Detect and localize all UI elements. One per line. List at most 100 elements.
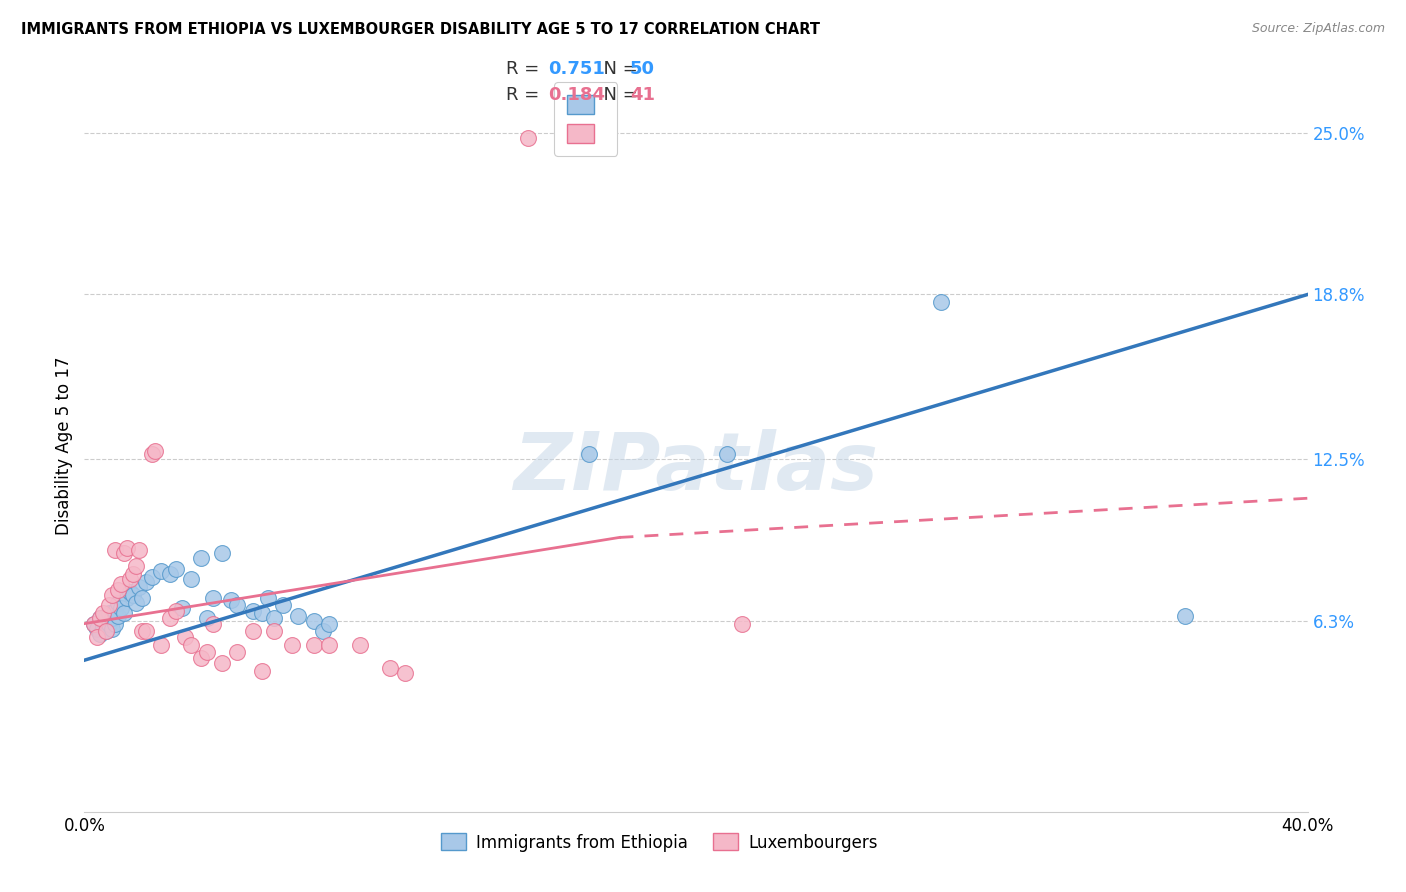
Point [165,562,187,576]
Legend: Immigrants from Ethiopia, Luxembourgers: Immigrants from Ethiopia, Luxembourgers [434,827,884,858]
Point [122,588,145,602]
Point [104,616,127,631]
Point [394,666,416,681]
Point [89,627,111,641]
Point [135,574,157,589]
Text: 0.184: 0.184 [548,87,606,104]
Point [201,616,224,631]
Point [110,601,132,615]
Point [120,572,142,586]
Point [135,624,157,639]
Point [125,596,148,610]
Point [149,638,172,652]
Point [104,543,127,558]
Text: IMMIGRANTS FROM ETHIOPIA VS LUXEMBOURGER DISABILITY AGE 5 TO 17 CORRELATION CHAR: IMMIGRANTS FROM ETHIOPIA VS LUXEMBOURGER… [21,22,820,37]
Text: 41: 41 [630,87,655,104]
Point [318,616,340,631]
Point [250,606,273,620]
Point [211,546,233,560]
Text: N =: N = [592,60,644,78]
Text: 50: 50 [630,60,655,78]
Point [94,608,117,623]
Point [107,582,129,597]
Point [83,616,105,631]
Point [312,624,335,639]
Point [89,611,111,625]
Point [516,130,538,145]
Point [107,596,129,610]
Point [104,603,127,617]
Point [115,591,138,605]
Point [112,546,135,560]
Point [578,447,600,461]
Point [219,593,242,607]
Point [287,608,309,623]
Point [165,603,187,617]
Point [302,614,325,628]
Point [318,638,340,652]
Point [195,611,218,625]
Point [180,638,202,652]
Point [242,624,264,639]
Point [302,638,325,652]
Point [201,591,224,605]
Point [149,565,172,579]
Point [731,616,754,631]
Point [122,567,145,582]
Point [143,444,166,458]
Point [1174,608,1197,623]
Point [97,606,120,620]
Text: R =: R = [506,60,546,78]
Text: ZIPatlas: ZIPatlas [513,429,879,507]
Point [250,664,273,678]
Point [83,616,105,631]
Point [929,295,952,310]
Point [101,622,124,636]
Point [107,608,129,623]
Point [101,588,124,602]
Point [263,611,285,625]
Point [125,559,148,574]
Point [94,624,117,639]
Text: Source: ZipAtlas.com: Source: ZipAtlas.com [1251,22,1385,36]
Point [190,650,212,665]
Point [91,619,114,633]
Point [172,601,194,615]
Point [91,614,114,628]
Point [141,447,163,461]
Point [380,661,402,675]
Text: 0.751: 0.751 [548,60,605,78]
Point [226,599,249,613]
Point [89,611,111,625]
Point [110,577,132,591]
Point [716,447,738,461]
Point [159,611,181,625]
Point [97,616,120,631]
Point [115,541,138,555]
Point [141,569,163,583]
Point [211,656,233,670]
Point [131,591,153,605]
Point [120,585,142,599]
Point [131,624,153,639]
Point [86,630,108,644]
Point [97,599,120,613]
Point [101,611,124,625]
Point [86,622,108,636]
Y-axis label: Disability Age 5 to 17: Disability Age 5 to 17 [55,357,73,535]
Point [263,624,285,639]
Point [91,606,114,620]
Text: N =: N = [592,87,644,104]
Point [128,543,150,558]
Point [94,624,117,639]
Point [112,606,135,620]
Point [190,551,212,566]
Point [159,567,181,582]
Point [281,638,304,652]
Point [349,638,371,652]
Point [174,630,197,644]
Point [180,572,202,586]
Point [195,645,218,659]
Text: R =: R = [506,87,546,104]
Point [271,599,294,613]
